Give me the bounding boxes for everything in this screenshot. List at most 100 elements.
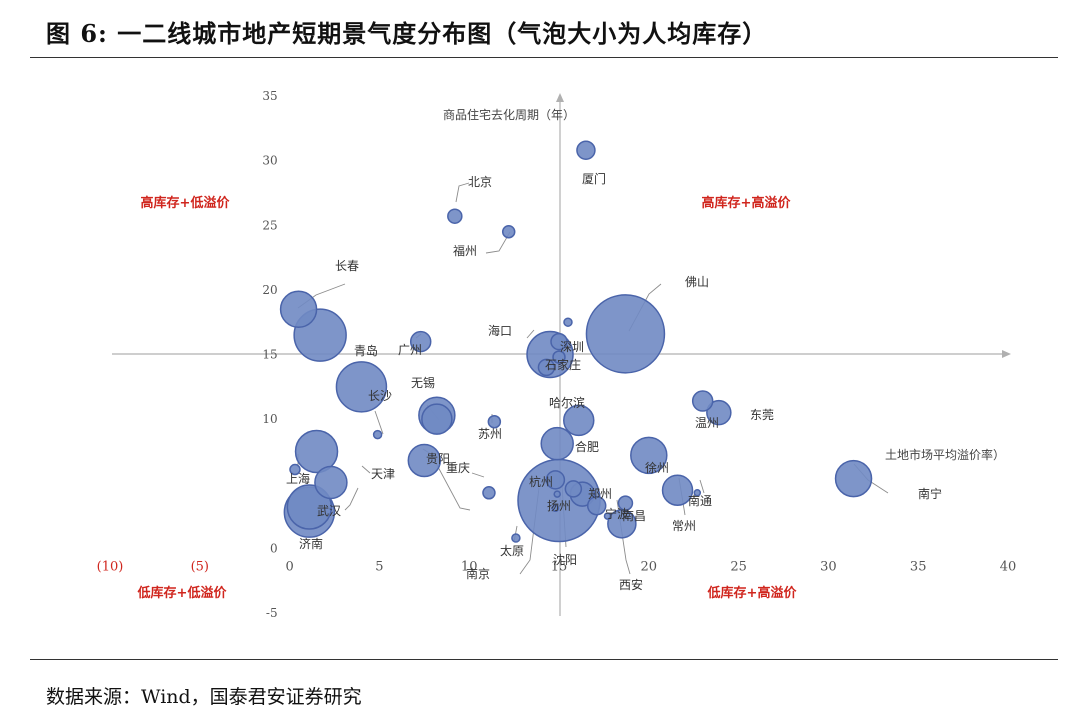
figure-title: 图 6: 一二线城市地产短期景气度分布图（气泡大小为人均库存） <box>46 19 768 48</box>
bottom-rule <box>30 659 1058 660</box>
bubble-label: 福州 <box>453 243 477 258</box>
bubble <box>706 399 732 426</box>
bubble-label: 太原 <box>500 543 524 558</box>
bubble-label: 东莞 <box>750 408 774 422</box>
bubble-label: 海口 <box>488 323 512 338</box>
y-tick-label: 35 <box>262 89 277 103</box>
top-rule <box>30 57 1058 58</box>
bubble <box>537 358 556 377</box>
bubble <box>294 429 339 474</box>
bubble-label: 重庆 <box>446 461 470 475</box>
quadrant-label-top-right: 高库存+高溢价 <box>702 195 792 211</box>
leader-line <box>699 479 705 494</box>
bubble-label: 武汉 <box>317 504 341 518</box>
y-tick-label: 0 <box>270 541 278 555</box>
bubble <box>407 443 442 478</box>
y-tick-label: 10 <box>262 412 277 426</box>
y-axis-arrow <box>556 93 564 102</box>
bubble <box>630 436 668 475</box>
leader-line <box>485 231 511 254</box>
bubble <box>585 294 666 374</box>
x-tick-label: 30 <box>820 559 837 574</box>
x-tick-label: (10) <box>97 559 124 574</box>
bubble <box>372 429 383 440</box>
bubble <box>550 332 568 351</box>
x-tick-label: 10 <box>461 559 478 574</box>
bubble-label: 西安 <box>619 577 643 592</box>
bubble <box>576 140 596 161</box>
quadrant-label-bottom-left: 低库存+低溢价 <box>137 585 228 601</box>
bubble-label: 常州 <box>672 519 696 533</box>
bubble <box>511 533 521 543</box>
bubble <box>617 495 634 511</box>
bubble <box>563 404 595 437</box>
bubble-label: 南昌 <box>622 508 646 523</box>
bubble-label: 石家庄 <box>545 357 581 372</box>
bubble <box>552 350 566 364</box>
bubble-label: 贵阳 <box>426 452 450 466</box>
x-tick-label: 20 <box>641 559 658 574</box>
bubble-label: 宁波 <box>605 506 629 521</box>
bubble <box>603 512 612 520</box>
x-tick-label: 5 <box>375 559 383 574</box>
bubble-chart: (10)(5)05101520253035403530252015100-55 … <box>97 89 1017 620</box>
bubble-label: 北京 <box>468 175 492 189</box>
bubble-label: 温州 <box>695 416 719 430</box>
y-tick-label: 30 <box>262 154 277 168</box>
bubble <box>289 463 301 476</box>
bubble <box>335 361 388 413</box>
bubble <box>551 504 560 513</box>
bubble <box>482 486 496 500</box>
bubbles <box>279 140 873 543</box>
leader-line <box>361 465 371 474</box>
y-tick-label: 15 <box>262 348 277 362</box>
quadrant-label-top-left: 高库存+低溢价 <box>141 195 231 211</box>
bubble <box>279 290 318 329</box>
bubble-label: 上海 <box>286 471 310 486</box>
bubble-label: 苏州 <box>478 427 502 441</box>
x-tick-label: 25 <box>730 559 747 574</box>
bubble-label: 南通 <box>688 493 712 508</box>
bubble-label: 济南 <box>299 536 323 551</box>
bubble <box>586 495 607 516</box>
bubble <box>834 459 873 498</box>
leader-line <box>436 464 471 511</box>
x-tick-label: (5) <box>191 559 209 574</box>
bubble-label: 长沙 <box>368 389 392 403</box>
bubble-label: 广州 <box>398 343 422 357</box>
bubble <box>661 474 694 506</box>
y-tick-label: 25 <box>262 218 277 232</box>
bubble-label: 无锡 <box>411 375 435 390</box>
bubble <box>314 465 348 500</box>
x-tick-label: 15 <box>551 559 568 574</box>
x-tick-label: 40 <box>1000 559 1017 574</box>
bubble-label: 合肥 <box>575 439 599 454</box>
bubble-label: 佛山 <box>685 275 709 289</box>
leader-line <box>471 472 485 478</box>
bubble-label: 长春 <box>335 259 359 273</box>
bubble <box>286 484 333 530</box>
leader-line <box>344 487 359 511</box>
y-tick-label: 20 <box>262 283 277 297</box>
bubble-label: 杭州 <box>529 474 553 489</box>
bubble <box>487 414 502 429</box>
leader-line <box>455 182 470 203</box>
y-axis-label: 商品住宅去化周期（年） <box>443 107 575 122</box>
bubble-label: 天津 <box>371 467 395 481</box>
bubble <box>447 208 463 224</box>
bubble-label: 哈尔滨 <box>549 395 585 410</box>
x-axis-arrow <box>1002 350 1011 358</box>
bubble <box>553 490 561 498</box>
bubble-label: 南京 <box>466 566 490 581</box>
bubble-label: 沈阳 <box>553 552 577 567</box>
y-tick-label: -5 <box>266 606 278 620</box>
x-tick-label: 35 <box>910 559 927 574</box>
bubble <box>501 224 516 239</box>
bubble-label: 厦门 <box>582 171 606 186</box>
bubble <box>564 480 583 498</box>
bubble <box>691 390 714 412</box>
bubble-label: 南宁 <box>918 486 942 501</box>
bubble-label: 深圳 <box>560 340 584 354</box>
